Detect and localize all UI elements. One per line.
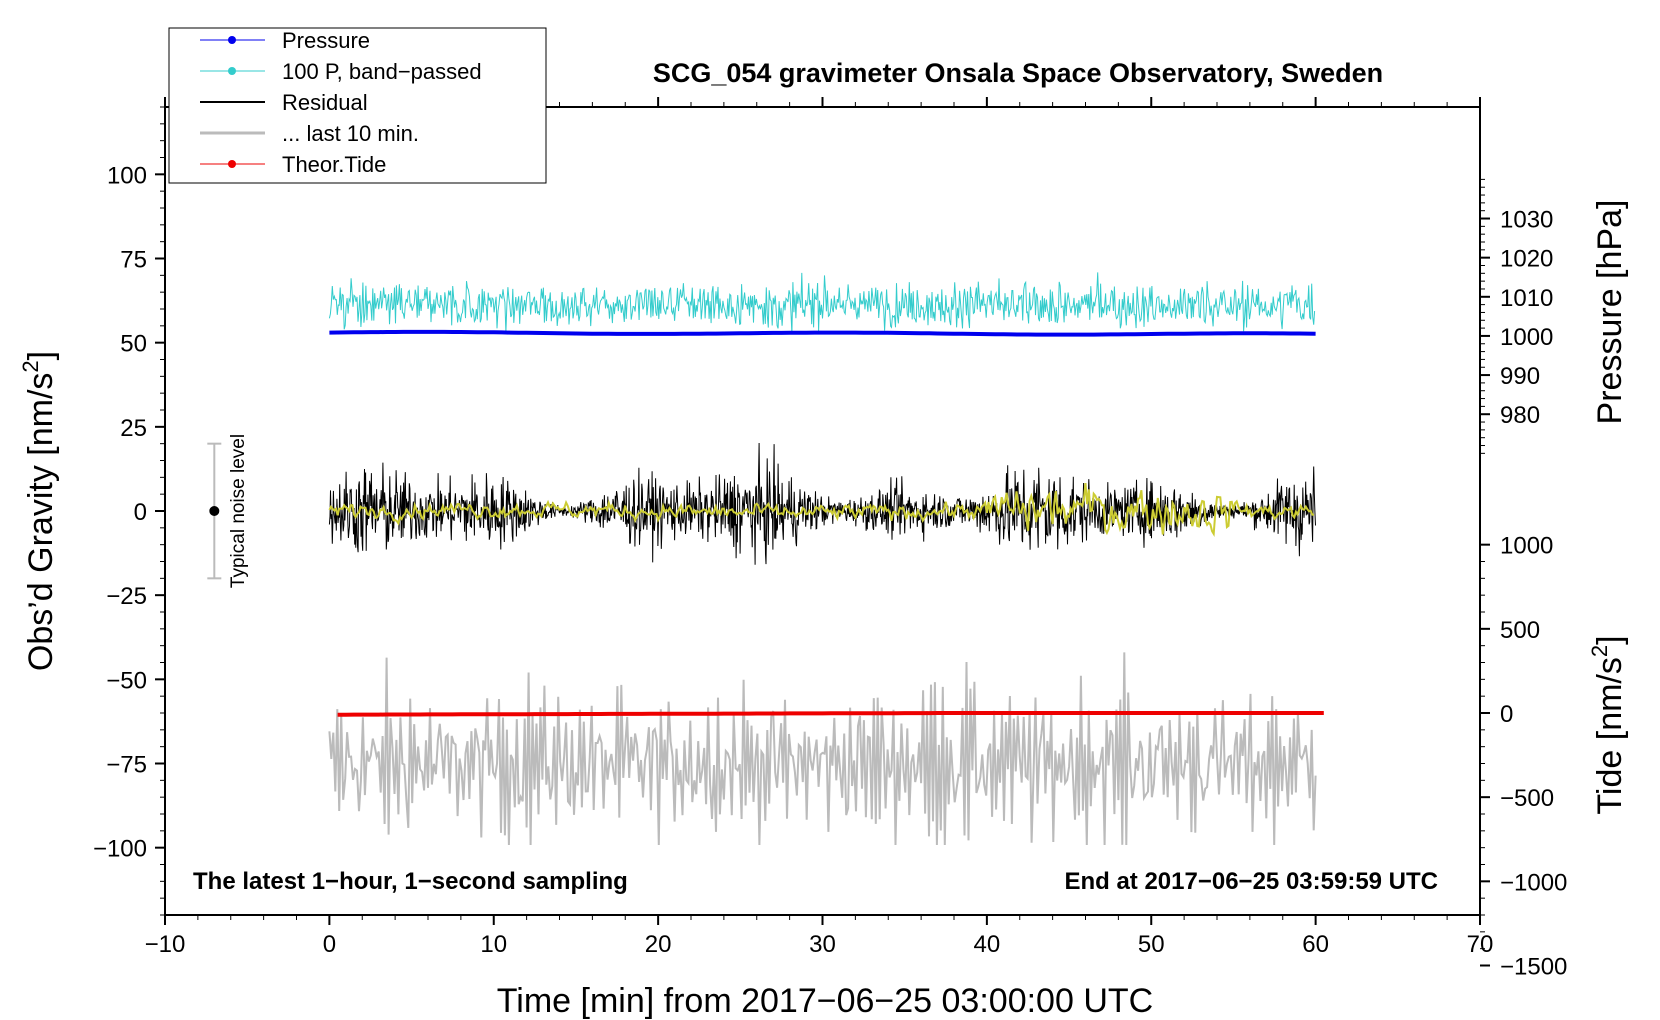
pressure-tick-label: 980	[1500, 402, 1540, 429]
legend-label: Theor.Tide	[282, 152, 386, 177]
series-pressure	[329, 329, 1316, 337]
y-axis-label-left-sup: 2	[18, 360, 43, 372]
tide-tick-label: −500	[1500, 785, 1554, 812]
legend-label: Residual	[282, 90, 368, 115]
legend-marker	[228, 160, 236, 168]
series-smoothed-residual	[328, 482, 1315, 537]
series-bandpassed-pressure	[328, 272, 1316, 334]
legend-label: Pressure	[282, 28, 370, 53]
tide-tick-label: −1000	[1500, 869, 1567, 896]
noise-bar-center-dot	[209, 506, 220, 516]
ticks-layer	[155, 97, 1490, 967]
sampling-annotation: The latest 1−hour, 1−second sampling	[193, 868, 628, 895]
tide-tick-label: 1000	[1500, 533, 1553, 560]
noise-bar-label: Typical noise level	[228, 434, 249, 588]
tide-tick-label: 500	[1500, 617, 1540, 644]
x-tick-label: 30	[809, 931, 836, 958]
pressure-axis-label: Pressure [hPa]	[1591, 200, 1629, 425]
legend-items: Pressure 100 P, band−passed Residual ... la…	[200, 28, 482, 177]
series-residual	[328, 442, 1316, 565]
legend-label: 100 P, band−passed	[282, 59, 482, 84]
tick-labels-layer: −10 0 10 20 30 40 50 60 70−100−75−50−25025507510…	[93, 162, 1567, 980]
y-tick-label: −50	[106, 667, 147, 694]
pressure-tick-label: 1030	[1500, 207, 1553, 234]
series-last-10-min	[328, 652, 1317, 846]
x-tick-label: 50	[1138, 931, 1165, 958]
y-tick-label: −25	[106, 583, 147, 610]
pressure-tick-label: 990	[1500, 363, 1540, 390]
x-tick-label: 70	[1467, 931, 1494, 958]
x-tick-label: 20	[645, 931, 672, 958]
y-axis-label-left-close: ]	[22, 351, 60, 360]
y-axis-label-left-main: Obs’d Gravity [nm/s	[22, 373, 60, 672]
tide-axis-label: Tide [nm/s2]	[1587, 635, 1629, 814]
pressure-tick-label: 1000	[1500, 324, 1553, 351]
chart-title: SCG_054 gravimeter Onsala Space Observat…	[653, 58, 1383, 88]
legend-marker	[228, 67, 236, 75]
x-tick-label: 10	[480, 931, 507, 958]
y-tick-label: −100	[93, 836, 147, 863]
pressure-tick-label: 1020	[1500, 246, 1553, 273]
tide-tick-label: −1500	[1500, 954, 1567, 981]
x-tick-label: −10	[145, 931, 186, 958]
tide-tick-label: 0	[1500, 701, 1513, 728]
y-tick-label: 50	[120, 331, 147, 358]
y-tick-label: 25	[120, 415, 147, 442]
legend-box	[168, 27, 547, 184]
legend: Pressure 100 P, band−passed Residual ... la…	[168, 27, 547, 184]
tide-axis-label-sup: 2	[1587, 645, 1612, 657]
legend-marker	[228, 36, 236, 44]
y-tick-label: 0	[134, 499, 147, 526]
y-tick-label: 100	[107, 162, 147, 189]
pressure-tick-label: 1010	[1500, 285, 1553, 312]
y-tick-label: −75	[106, 752, 147, 779]
legend-label: ... last 10 min.	[282, 121, 419, 146]
x-tick-label: 60	[1302, 931, 1329, 958]
series-theoretical-tide	[337, 711, 1324, 717]
series-layer	[328, 272, 1324, 846]
y-axis-label-left: Obs’d Gravity [nm/s2]	[18, 351, 60, 671]
x-axis-label: Time [min] from 2017−06−25 03:00:00 UTC	[497, 982, 1153, 1020]
x-tick-label: 40	[974, 931, 1001, 958]
y-tick-label: 75	[120, 247, 147, 274]
tide-axis-label-close: ]	[1591, 635, 1629, 644]
end-time-annotation: End at 2017−06−25 03:59:59 UTC	[1064, 868, 1438, 895]
x-tick-label: 0	[323, 931, 336, 958]
tide-axis-label-main: Tide [nm/s	[1591, 657, 1629, 814]
noise-bar	[207, 442, 222, 580]
